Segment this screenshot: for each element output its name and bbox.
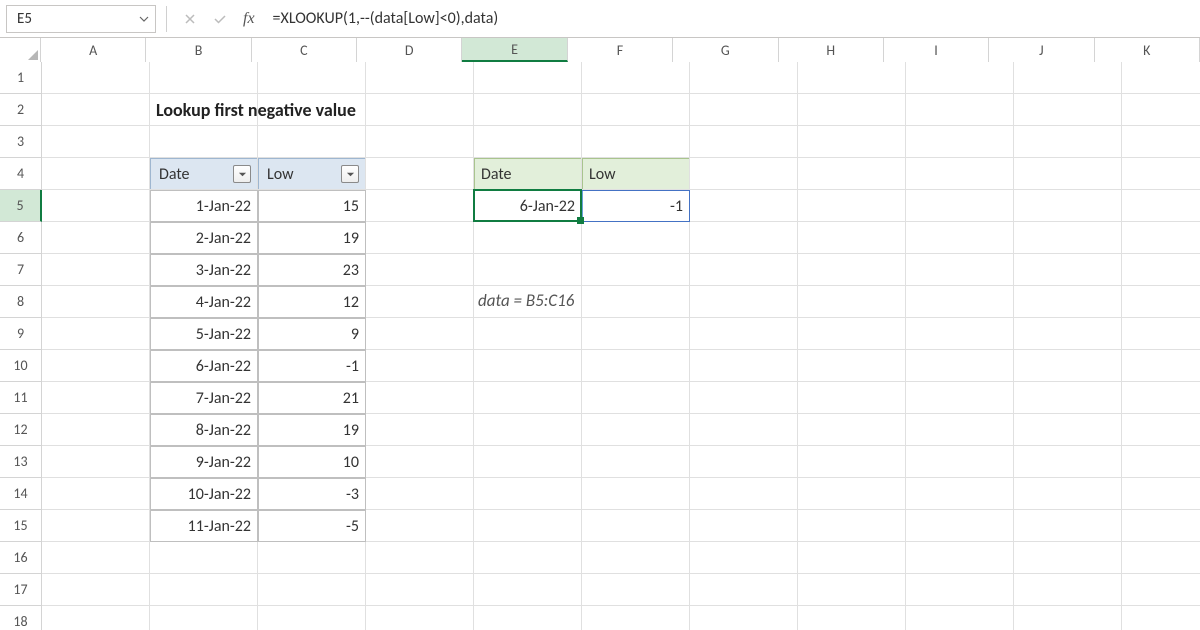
chevron-down-icon bbox=[139, 14, 149, 24]
table-row-date[interactable]: 2-Jan-22 bbox=[150, 222, 258, 254]
spreadsheet-grid[interactable]: ABCDEFGHIJK 123456789101112131415161718 … bbox=[0, 38, 1200, 630]
column-headers: ABCDEFGHIJK bbox=[0, 38, 1200, 62]
result-value-low[interactable]: -1 bbox=[582, 190, 690, 222]
row-header[interactable]: 18 bbox=[0, 606, 42, 630]
table-row-date[interactable]: 10-Jan-22 bbox=[150, 478, 258, 510]
row-header[interactable]: 10 bbox=[0, 350, 42, 382]
column-header[interactable]: A bbox=[41, 38, 146, 62]
row-header[interactable]: 6 bbox=[0, 222, 42, 254]
row-header[interactable]: 3 bbox=[0, 126, 42, 158]
result-header-low: Low bbox=[582, 158, 690, 190]
table-row-date[interactable]: 8-Jan-22 bbox=[150, 414, 258, 446]
column-header[interactable]: E bbox=[462, 38, 567, 62]
table-row-low[interactable]: 19 bbox=[258, 222, 366, 254]
column-header[interactable]: I bbox=[884, 38, 989, 62]
row-header[interactable]: 16 bbox=[0, 542, 42, 574]
table-row-low[interactable]: 12 bbox=[258, 286, 366, 318]
table-header-date[interactable]: Date bbox=[150, 158, 258, 190]
page-title: Lookup first negative value bbox=[150, 94, 550, 126]
result-header-date: Date bbox=[474, 158, 582, 190]
column-header[interactable]: C bbox=[252, 38, 357, 62]
row-header[interactable]: 5 bbox=[0, 190, 42, 222]
table-row-low[interactable]: 10 bbox=[258, 446, 366, 478]
named-range-note: data = B5:C16 bbox=[478, 290, 574, 311]
name-box-value: E5 bbox=[17, 10, 139, 28]
row-header[interactable]: 12 bbox=[0, 414, 42, 446]
row-header[interactable]: 7 bbox=[0, 254, 42, 286]
check-icon bbox=[212, 11, 228, 27]
cells-layer: Lookup first negative value Date Low Dat… bbox=[42, 62, 1200, 630]
column-header[interactable]: J bbox=[989, 38, 1094, 62]
fx-label[interactable]: fx bbox=[237, 10, 261, 28]
row-header[interactable]: 1 bbox=[0, 62, 42, 94]
row-header[interactable]: 17 bbox=[0, 574, 42, 606]
table-row-date[interactable]: 3-Jan-22 bbox=[150, 254, 258, 286]
result-value-date[interactable]: 6-Jan-22 bbox=[474, 190, 582, 222]
row-header[interactable]: 11 bbox=[0, 382, 42, 414]
column-header[interactable]: K bbox=[1095, 38, 1200, 62]
filter-button[interactable] bbox=[233, 165, 251, 183]
row-header[interactable]: 2 bbox=[0, 94, 42, 126]
x-icon bbox=[183, 12, 197, 26]
table-header-label: Low bbox=[265, 165, 294, 184]
chevron-down-icon bbox=[346, 170, 355, 179]
table-row-low[interactable]: 19 bbox=[258, 414, 366, 446]
separator bbox=[166, 6, 167, 32]
row-header[interactable]: 13 bbox=[0, 446, 42, 478]
row-header[interactable]: 8 bbox=[0, 286, 42, 318]
row-header[interactable]: 15 bbox=[0, 510, 42, 542]
row-header[interactable]: 4 bbox=[0, 158, 42, 190]
formula-bar: E5 fx bbox=[0, 0, 1200, 38]
table-row-date[interactable]: 4-Jan-22 bbox=[150, 286, 258, 318]
name-box[interactable]: E5 bbox=[6, 5, 156, 33]
table-header-low[interactable]: Low bbox=[258, 158, 366, 190]
table-row-low[interactable]: 9 bbox=[258, 318, 366, 350]
column-header[interactable]: G bbox=[673, 38, 778, 62]
filter-button[interactable] bbox=[341, 165, 359, 183]
table-row-date[interactable]: 5-Jan-22 bbox=[150, 318, 258, 350]
select-all-corner[interactable] bbox=[0, 38, 41, 62]
table-row-date[interactable]: 9-Jan-22 bbox=[150, 446, 258, 478]
cancel-formula-button[interactable] bbox=[177, 6, 203, 32]
enter-formula-button[interactable] bbox=[207, 6, 233, 32]
row-header[interactable]: 14 bbox=[0, 478, 42, 510]
column-header[interactable]: D bbox=[357, 38, 462, 62]
chevron-down-icon bbox=[238, 170, 247, 179]
table-row-date[interactable]: 6-Jan-22 bbox=[150, 350, 258, 382]
formula-input[interactable] bbox=[265, 5, 1194, 33]
table-row-low[interactable]: -5 bbox=[258, 510, 366, 542]
row-header[interactable]: 9 bbox=[0, 318, 42, 350]
table-row-low[interactable]: 21 bbox=[258, 382, 366, 414]
table-row-low[interactable]: -1 bbox=[258, 350, 366, 382]
table-row-low[interactable]: 15 bbox=[258, 190, 366, 222]
column-header[interactable]: B bbox=[146, 38, 251, 62]
column-header[interactable]: H bbox=[779, 38, 884, 62]
table-row-date[interactable]: 11-Jan-22 bbox=[150, 510, 258, 542]
table-header-label: Date bbox=[157, 165, 190, 184]
table-row-date[interactable]: 7-Jan-22 bbox=[150, 382, 258, 414]
table-row-low[interactable]: 23 bbox=[258, 254, 366, 286]
column-header[interactable]: F bbox=[568, 38, 673, 62]
row-headers: 123456789101112131415161718 bbox=[0, 62, 42, 630]
table-row-low[interactable]: -3 bbox=[258, 478, 366, 510]
table-row-date[interactable]: 1-Jan-22 bbox=[150, 190, 258, 222]
